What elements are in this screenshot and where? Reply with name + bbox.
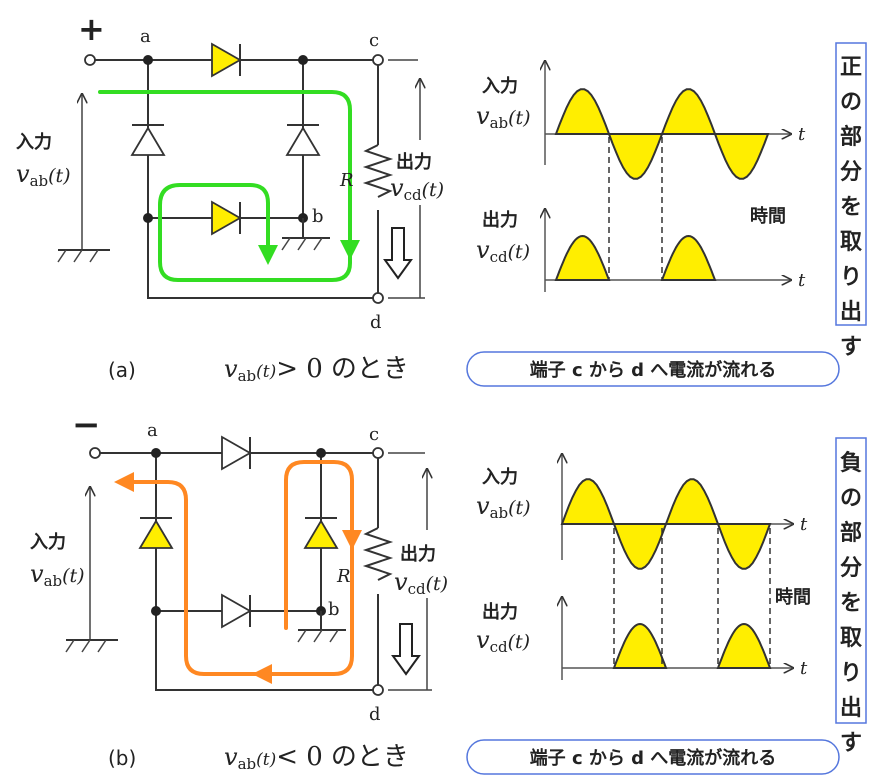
node-c-label: c [369,30,379,51]
wave-input-label: 入力 [482,76,518,97]
time-label: 時間 [775,587,811,608]
output-waveform-b [612,622,772,669]
circuit-input-label: 入力 [16,132,52,153]
side-text-box-a [835,42,867,326]
node-c-label: c [369,424,379,445]
note-box-b [466,739,840,775]
current-path-a [98,90,360,282]
waveforms-b: t t 入力 vab(t) 出力 vcd(t) 時間 [476,455,811,680]
ground-symbol [57,249,110,263]
diode-symbol [130,124,166,156]
node-a-label: a [140,26,151,47]
wave-input-voltage: vab(t) [476,102,531,132]
wave-input-label: 入力 [482,467,518,488]
diode-symbol [285,124,321,156]
circuit-output-voltage: vcd(t) [394,568,448,598]
circuit-output-label: 出力 [400,543,436,565]
side-text-box-b [835,437,867,724]
down-arrow-icon [383,227,413,280]
time-label: 時間 [750,206,786,227]
node-b-label: b [328,599,340,620]
input-waveform-b [560,478,772,570]
ground-symbol [297,611,346,643]
resistor-label: R [339,170,354,191]
wave-output-voltage: vcd(t) [476,236,530,266]
circuit-output-label: 出力 [396,151,432,173]
diode-symbol [303,517,339,549]
wave-output-label: 出力 [482,601,518,623]
circuit-b [65,435,432,696]
caption-b-condition: vab(t)< 0 のとき [224,742,409,773]
ground-symbol [65,639,118,653]
input-waveform-a [554,88,770,180]
diode-symbol [138,517,174,549]
resistor-label: R [336,566,351,587]
panel-a: + a c b d R 入力 vab(t) 出力 vcd(t) t t 入力 v [16,10,867,387]
wave-output-label: 出力 [482,209,518,231]
diode-symbol [211,42,242,78]
side-text-a: 正の部分を取り出す [840,55,862,360]
panel-b: − a c b d R 入力 vab(t) 出力 vcd(t) t t 入力 [30,405,867,775]
down-arrow-icon [391,623,421,676]
side-text-b: 負の部分を取り出す [840,450,862,756]
circuit-input-voltage: vab(t) [30,560,85,590]
circuit-output-voltage: vcd(t) [390,174,444,204]
diode-symbol [221,593,252,629]
node-d-label: d [370,312,382,333]
diode-symbol [221,435,252,471]
node-b-label: b [312,206,324,227]
node-d-label: d [369,704,381,725]
t-axis-label: t [800,514,808,535]
diode-symbol [211,200,242,236]
t-axis-label: t [798,270,806,291]
t-axis-label: t [800,658,808,679]
waveforms-a: t t 入力 vab(t) 出力 vcd(t) 時間 [476,62,806,292]
note-text-b: 端子 c から d へ電流が流れる [530,747,777,769]
ground-symbol [281,218,330,251]
output-waveform-a [554,234,717,281]
circuit-input-voltage: vab(t) [16,160,71,190]
wave-output-voltage: vcd(t) [476,626,530,656]
wave-input-voltage: vab(t) [476,492,531,522]
caption-a-condition: vab(t)> 0 のとき [224,354,409,385]
plus-sign: + [78,10,105,48]
circuit-a [57,42,425,304]
t-axis-label: t [798,124,806,145]
node-a-label: a [147,420,158,441]
minus-sign: − [72,405,101,445]
note-box-a [466,351,840,387]
current-path-b [114,460,362,684]
circuit-input-label: 入力 [30,532,66,553]
note-text-a: 端子 c から d へ電流が流れる [530,359,777,381]
caption-a-prefix: (a) [108,358,136,382]
caption-b-prefix: (b) [108,746,136,770]
